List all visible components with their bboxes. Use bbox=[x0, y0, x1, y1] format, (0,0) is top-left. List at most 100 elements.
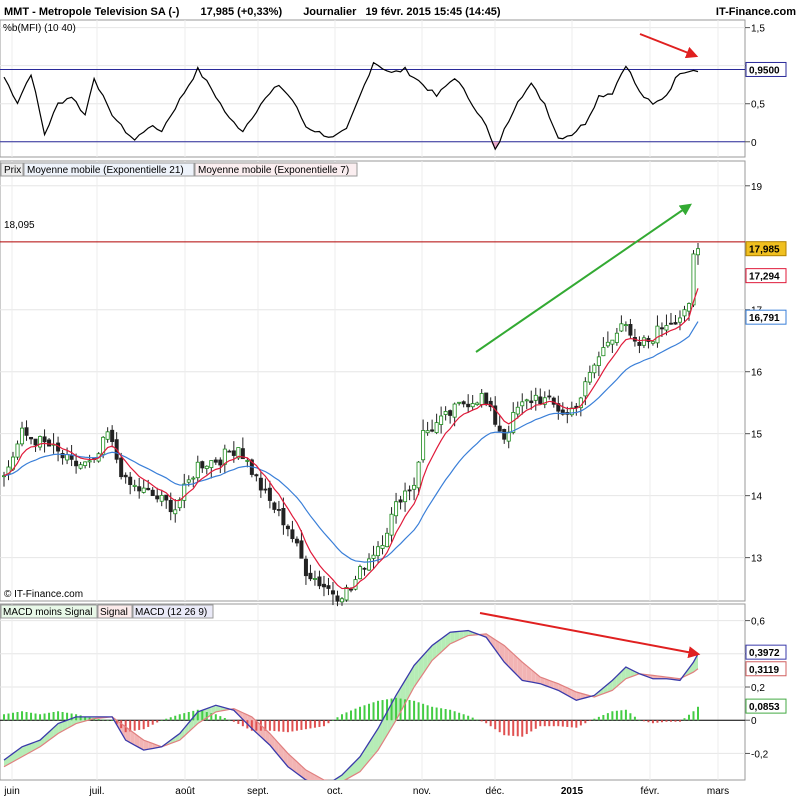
macd-hist-bar bbox=[305, 720, 307, 729]
candle-body bbox=[431, 430, 434, 431]
macd-hist-bar bbox=[683, 718, 685, 720]
candle-body bbox=[25, 428, 28, 436]
macd-hist-bar bbox=[44, 714, 46, 721]
macd-hist-bar bbox=[183, 713, 185, 720]
macd-hist-bar bbox=[656, 720, 658, 722]
candle-body bbox=[552, 398, 555, 404]
macd-hist-bar bbox=[350, 711, 352, 721]
macd-hist-bar bbox=[80, 715, 82, 720]
macd-hist-bar bbox=[291, 720, 293, 731]
candle-body bbox=[683, 310, 686, 316]
macd-fill-segment bbox=[328, 780, 333, 783]
macd-hist-bar bbox=[269, 720, 271, 730]
candle-body bbox=[426, 431, 429, 433]
macd-hist-bar bbox=[494, 720, 496, 729]
macd-hist-bar bbox=[530, 720, 532, 731]
candle-body bbox=[327, 586, 330, 589]
macd-hist-bar bbox=[427, 705, 429, 720]
macd-hist-bar bbox=[395, 698, 397, 720]
value-badges: 0,950017,98517,29416,7910,39720,31190,08… bbox=[746, 62, 786, 713]
macd-hist-bar bbox=[643, 720, 645, 721]
candle-body bbox=[503, 429, 506, 439]
macd-hist-bar bbox=[35, 714, 37, 721]
header-title: MMT - Metropole Television SA (-) 17,985… bbox=[4, 6, 501, 18]
macd-hist-bar bbox=[580, 720, 582, 725]
candle-body bbox=[638, 342, 641, 345]
candle-body bbox=[656, 326, 659, 343]
macd-hist-bar bbox=[629, 713, 631, 720]
macd-hist-bar bbox=[57, 711, 59, 720]
candle-body bbox=[440, 416, 443, 425]
header-last: 17,985 (+0,33%) bbox=[200, 6, 282, 18]
macd-tick-label: 0,6 bbox=[751, 617, 765, 628]
macd-hist-bar bbox=[566, 720, 568, 727]
macd-hist-bar bbox=[512, 720, 514, 736]
macd-tick-label: -0,2 bbox=[751, 749, 769, 760]
candle-body bbox=[147, 488, 150, 489]
macd-hist-bar bbox=[440, 708, 442, 720]
macd-hist-bar bbox=[62, 712, 64, 720]
candle-body bbox=[151, 490, 154, 495]
macd-hist-bar bbox=[616, 711, 618, 720]
candle-body bbox=[291, 530, 294, 539]
candle-body bbox=[444, 411, 447, 414]
macd-hist-bar bbox=[26, 712, 28, 720]
macd-hist-bar bbox=[359, 707, 361, 720]
candle-body bbox=[322, 584, 325, 587]
x-axis-label-4: oct. bbox=[327, 786, 343, 797]
candle-body bbox=[214, 460, 217, 462]
candle-body bbox=[295, 539, 298, 543]
macd-hist-bar bbox=[300, 720, 302, 730]
candle-body bbox=[385, 533, 388, 546]
candle-body bbox=[29, 437, 32, 439]
macd-hist-bar bbox=[517, 720, 519, 736]
macd-hist-bar bbox=[476, 719, 478, 720]
macd-hist-bar bbox=[607, 713, 609, 720]
candle-body bbox=[651, 342, 654, 344]
macd-hist-bar bbox=[273, 720, 275, 731]
x-axis-label-8: févr. bbox=[641, 786, 660, 797]
candle-body bbox=[47, 440, 50, 446]
price-legend: Prix Moyenne mobile (Exponentielle 21) M… bbox=[1, 163, 357, 176]
candle-body bbox=[629, 324, 632, 335]
macd-hist-bar bbox=[521, 720, 523, 736]
macd-badge: 0,3972 bbox=[749, 648, 780, 659]
macd-hist-bar bbox=[409, 700, 411, 720]
price-tick-label: 13 bbox=[751, 554, 763, 565]
candle-body bbox=[201, 462, 204, 468]
candle-body bbox=[476, 403, 479, 405]
candle-body bbox=[345, 587, 348, 600]
macd-hist-bar bbox=[553, 720, 555, 726]
header-name: Metropole Television SA (-) bbox=[39, 6, 180, 18]
macd-hist-bar bbox=[508, 720, 510, 735]
candle-body bbox=[467, 404, 470, 407]
candle-body bbox=[192, 478, 195, 479]
candle-body bbox=[412, 485, 415, 489]
candle-body bbox=[453, 404, 456, 417]
mfi-series bbox=[0, 63, 745, 150]
candle-body bbox=[358, 567, 361, 579]
legend-signal: Signal bbox=[100, 607, 128, 618]
candle-body bbox=[255, 475, 258, 476]
candle-body bbox=[462, 402, 465, 404]
arrow-mfi-divergence bbox=[640, 34, 696, 56]
macd-hist-bar bbox=[152, 720, 154, 724]
ema21-badge: 16,791 bbox=[749, 313, 780, 324]
macd-hist-bar bbox=[53, 712, 55, 720]
macd-hist-bar bbox=[445, 709, 447, 720]
price-last-badge: 17,985 bbox=[749, 245, 780, 256]
candle-body bbox=[111, 430, 114, 441]
candle-body bbox=[485, 393, 488, 404]
x-axis-label-0: juin bbox=[3, 786, 20, 797]
candle-body bbox=[142, 488, 145, 492]
x-axis-label-3: sept. bbox=[247, 786, 269, 797]
macd-hist-bar bbox=[39, 714, 41, 720]
macd-hist-bar bbox=[647, 720, 649, 722]
macd-hist-bar bbox=[161, 720, 163, 721]
macd-hist-bar bbox=[674, 720, 676, 721]
x-axis-label-2: août bbox=[175, 786, 195, 797]
macd-hist-bar bbox=[544, 720, 546, 726]
candle-body bbox=[642, 338, 645, 345]
price-tick-label: 16 bbox=[751, 368, 763, 379]
